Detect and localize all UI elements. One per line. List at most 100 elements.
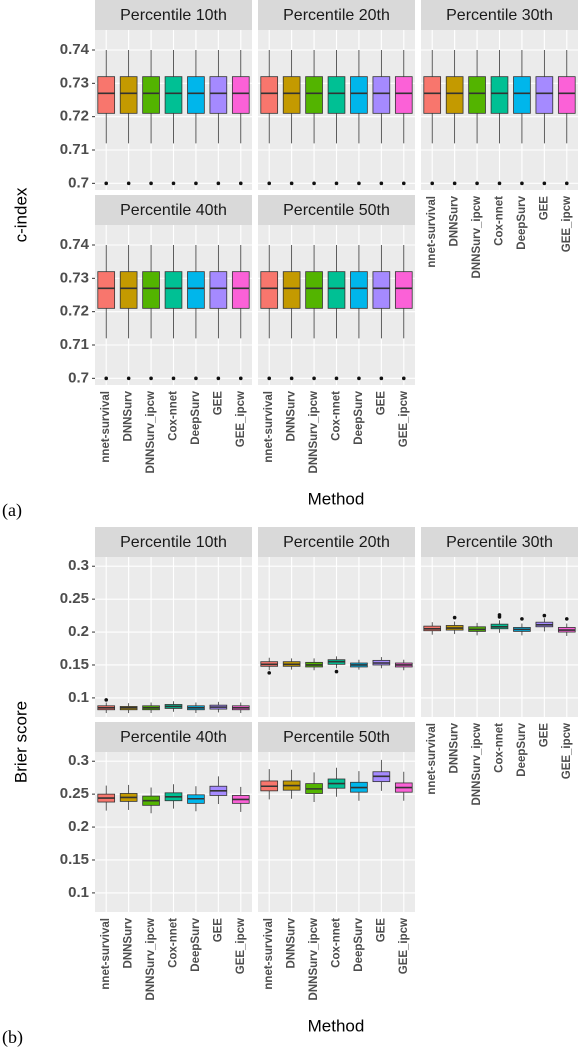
x-tick-label: DNNSurv_ipcw	[145, 391, 157, 473]
x-axis-title: Method	[308, 489, 365, 508]
box	[305, 76, 323, 114]
x-tick-label: Cox-nnet	[331, 918, 343, 968]
outlier	[497, 181, 502, 186]
facet-title: Percentile 50th	[283, 729, 390, 746]
outlier	[452, 615, 457, 620]
box	[394, 271, 413, 309]
x-tick-label: GEE_ipcw	[561, 723, 573, 779]
outlier	[452, 181, 457, 186]
outlier	[312, 376, 316, 381]
outlier	[126, 376, 131, 381]
outlier	[312, 181, 316, 186]
box	[490, 76, 509, 114]
x-tick-label: nnet-survival	[426, 723, 438, 795]
x-tick-label: DNNSurv_ipcw	[471, 723, 483, 805]
x-tick-label: Cox-nnet	[168, 391, 180, 441]
outlier	[126, 181, 131, 186]
box	[231, 271, 250, 309]
facet-title: Percentile 30th	[446, 7, 553, 24]
x-tick-label: GEE	[538, 196, 550, 221]
x-tick-label: GEE	[538, 723, 550, 748]
facet-title: Percentile 30th	[446, 534, 553, 551]
box	[535, 76, 554, 114]
box	[142, 271, 160, 309]
box	[394, 76, 413, 114]
box	[119, 76, 138, 114]
x-tick-label: nnet-survival	[263, 391, 275, 463]
x-tick-label: DNNSurv	[449, 195, 461, 246]
strip	[95, 722, 252, 752]
box	[97, 271, 116, 309]
outlier	[104, 698, 109, 702]
outlier	[104, 181, 109, 186]
outlier	[497, 613, 502, 617]
y-tick-label: 0.73	[60, 74, 89, 91]
box	[164, 271, 183, 309]
strip	[421, 0, 578, 30]
x-tick-label: Cox-nnet	[331, 391, 343, 441]
outlier	[267, 376, 272, 381]
outlier	[289, 181, 294, 186]
outlier	[334, 669, 339, 674]
outlier	[357, 376, 361, 381]
y-tick-label: 0.71	[60, 336, 89, 353]
facet-title: Percentile 10th	[120, 534, 227, 551]
x-tick-label: nnet-survival	[426, 196, 438, 268]
panel-label: (a)	[2, 500, 22, 521]
box	[468, 76, 486, 114]
outlier	[267, 671, 272, 675]
outlier	[289, 376, 294, 381]
facet-title: Percentile 40th	[120, 729, 227, 746]
y-tick-label: 0.72	[60, 108, 89, 125]
x-tick-label: nnet-survival	[263, 918, 275, 990]
x-tick-label: GEE_ipcw	[561, 196, 573, 252]
strip	[258, 722, 415, 752]
box	[372, 271, 391, 309]
box	[372, 76, 391, 114]
outlier	[267, 181, 272, 186]
outlier	[334, 376, 339, 381]
strip	[258, 0, 415, 30]
outlier	[379, 376, 384, 381]
box	[513, 76, 531, 114]
facet-title: Percentile 20th	[283, 534, 390, 551]
x-tick-label: GEE	[375, 391, 387, 416]
outlier	[149, 181, 153, 186]
x-tick-label: GEE	[212, 918, 224, 943]
facet-title: Percentile 50th	[283, 202, 390, 219]
box	[209, 271, 228, 309]
strip	[421, 527, 578, 557]
y-tick-label: 0.15	[60, 656, 89, 673]
x-tick-label: GEE_ipcw	[235, 918, 247, 974]
strip	[258, 195, 415, 225]
x-tick-label: DeepSurv	[353, 917, 365, 971]
outlier	[194, 181, 198, 186]
outlier	[564, 181, 569, 186]
y-tick-label: 0.7	[68, 174, 89, 191]
outlier	[104, 376, 109, 381]
x-tick-label: Cox-nnet	[494, 196, 506, 246]
facet-title: Percentile 10th	[120, 7, 227, 24]
x-axis-title: Method	[308, 1016, 365, 1035]
y-tick-label: 0.71	[60, 141, 89, 158]
y-tick-label: 0.2	[68, 818, 89, 835]
box	[97, 76, 116, 114]
outlier	[564, 617, 569, 621]
y-tick-label: 0.25	[60, 590, 89, 607]
x-tick-label: DNNSurv	[286, 390, 298, 441]
y-axis-title: c-index	[11, 187, 30, 242]
outlier	[171, 376, 176, 381]
y-tick-label: 0.74	[60, 41, 90, 58]
outlier	[357, 181, 361, 186]
x-tick-label: GEE_ipcw	[398, 918, 410, 974]
box	[282, 76, 301, 114]
outlier	[401, 181, 406, 186]
y-tick-label: 0.3	[68, 752, 89, 769]
y-tick-label: 0.1	[68, 689, 89, 706]
box	[350, 76, 368, 114]
y-tick-label: 0.1	[68, 884, 89, 901]
panel-label: (b)	[2, 1027, 23, 1048]
box	[557, 76, 576, 114]
outlier	[520, 617, 524, 621]
